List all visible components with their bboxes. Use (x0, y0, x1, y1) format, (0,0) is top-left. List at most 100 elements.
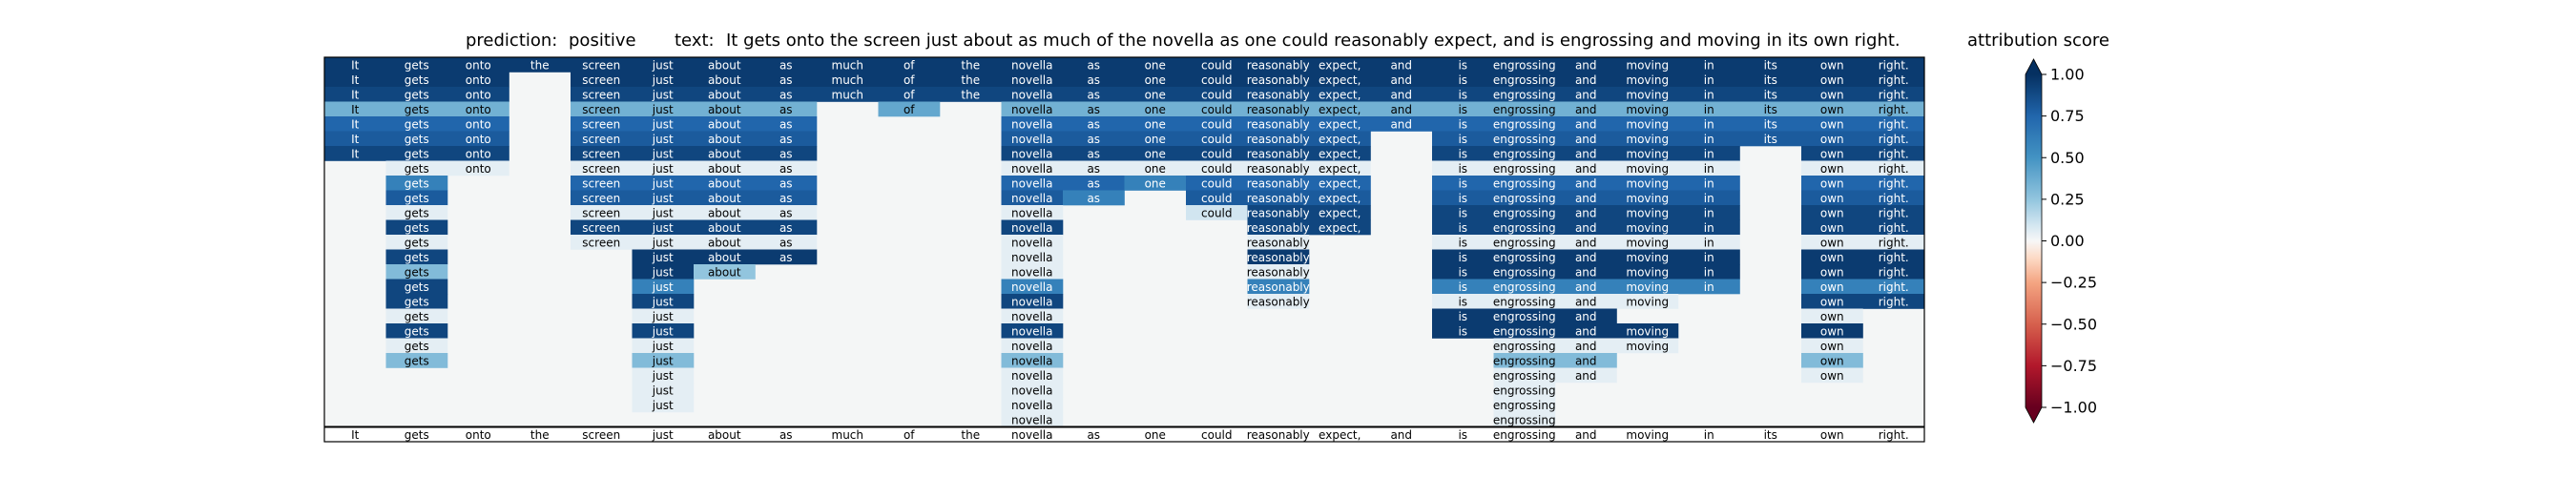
cell-token-label: just (652, 399, 674, 412)
heatmap-cell (1616, 323, 1679, 339)
cell-token-label: own (1820, 58, 1844, 72)
heatmap-cell (1862, 279, 1925, 295)
colorbar-extend-bottom (2025, 407, 2042, 423)
cell-token-label: engrossing (1493, 133, 1556, 146)
cell-token-label: novella (1011, 295, 1052, 308)
cell-token-label: just (652, 88, 674, 101)
heatmap-cell (1555, 235, 1617, 250)
cell-token-label: moving (1626, 103, 1669, 116)
heatmap-cell (1309, 57, 1371, 73)
cell-token-label: its (1764, 117, 1777, 131)
cell-token-label: It (351, 117, 360, 131)
cell-token-label: expect, (1319, 206, 1361, 219)
prediction-label: prediction: (466, 31, 558, 51)
heatmap-cell (1247, 160, 1310, 176)
cell-token-label: right. (1879, 295, 1909, 308)
heatmap-cell (1432, 176, 1494, 191)
heatmap-cell (1186, 116, 1248, 132)
cell-token-label: own (1820, 176, 1844, 190)
heatmap-cell (1678, 190, 1740, 206)
cell-token-label: just (652, 133, 674, 146)
heatmap-cell (1432, 116, 1494, 132)
heatmap-cell (632, 146, 695, 161)
heatmap-cell (632, 87, 695, 102)
cell-token-label: the (530, 58, 550, 72)
heatmap-cell (1001, 294, 1064, 309)
cell-token-label: just (652, 295, 674, 308)
heatmap-cell (632, 205, 695, 220)
cell-token-label: moving (1626, 133, 1669, 146)
cell-token-label: engrossing (1493, 88, 1556, 101)
cell-token-label: one (1145, 73, 1166, 87)
cell-token-label: moving (1626, 340, 1669, 353)
cell-token-label: novella (1011, 192, 1052, 205)
heatmap-cell (1124, 176, 1187, 191)
heatmap-cell (1616, 205, 1679, 220)
heatmap-cell (1555, 264, 1617, 280)
cell-token-label: own (1820, 251, 1844, 264)
cell-token-label: screen (582, 236, 620, 249)
cell-token-label: could (1201, 206, 1233, 219)
cell-token-label: moving (1626, 280, 1669, 294)
token-axis-label: gets (405, 428, 429, 442)
cell-token-label: its (1764, 133, 1777, 146)
cell-token-label: could (1201, 58, 1233, 72)
prediction-value: positive (569, 31, 636, 51)
token-axis-label: It (351, 428, 360, 442)
cell-token-label: moving (1626, 236, 1669, 249)
cell-token-label: much (832, 58, 864, 72)
heatmap-cell (755, 235, 818, 250)
heatmap-cell (632, 176, 695, 191)
heatmap-cell (1001, 323, 1064, 339)
heatmap-cell (1862, 235, 1925, 250)
heatmap-cell (1247, 249, 1310, 265)
heatmap-cell (1801, 72, 1863, 88)
cell-token-label: right. (1879, 103, 1909, 116)
heatmap-cell (1493, 308, 1556, 324)
cell-token-label: novella (1011, 369, 1052, 383)
heatmap-cell (694, 87, 756, 102)
heatmap-cell (1186, 176, 1248, 191)
heatmap-cell (755, 205, 818, 220)
cell-token-label: reasonably (1247, 73, 1310, 87)
cell-token-label: onto (466, 133, 491, 146)
heatmap-cell (755, 160, 818, 176)
cell-token-label: about (708, 251, 741, 264)
cell-token-label: reasonably (1247, 280, 1310, 294)
cell-token-label: engrossing (1493, 399, 1556, 412)
token-axis-label: as (1087, 428, 1100, 442)
cell-token-label: own (1820, 221, 1844, 235)
heatmap-cell (571, 235, 633, 250)
heatmap-cell (1001, 190, 1064, 206)
cell-token-label: in (1704, 147, 1714, 160)
heatmap-cell (1739, 101, 1802, 117)
heatmap-cell (1678, 264, 1740, 280)
heatmap-cell (694, 146, 756, 161)
heatmap-cell (1370, 87, 1433, 102)
heatmap-cell (385, 160, 448, 176)
cell-token-label: right. (1879, 162, 1909, 176)
heatmap-cell (1739, 116, 1802, 132)
token-axis-label: much (832, 428, 864, 442)
heatmap-cell (694, 160, 756, 176)
heatmap-cell (1370, 72, 1433, 88)
heatmap-cell (1186, 101, 1248, 117)
cell-token-label: as (1087, 176, 1100, 190)
colorbar-title: attribution score (1967, 31, 2109, 51)
cell-token-label: about (708, 236, 741, 249)
colorbar-tick-label: −1.00 (2050, 399, 2097, 417)
cell-token-label: the (961, 58, 980, 72)
cell-token-label: novella (1011, 133, 1052, 146)
cell-token-label: screen (582, 176, 620, 190)
cell-token-label: engrossing (1493, 310, 1556, 323)
heatmap-cell (1001, 219, 1064, 236)
cell-token-label: gets (405, 176, 429, 190)
heatmap-cell (817, 87, 879, 102)
heatmap-cell (385, 338, 448, 354)
heatmap-cell (1801, 131, 1863, 147)
cell-token-label: as (779, 88, 793, 101)
cell-token-label: in (1704, 117, 1714, 131)
heatmap-cell (755, 57, 818, 73)
cell-token-label: It (351, 58, 360, 72)
heatmap-cell (1801, 146, 1863, 161)
